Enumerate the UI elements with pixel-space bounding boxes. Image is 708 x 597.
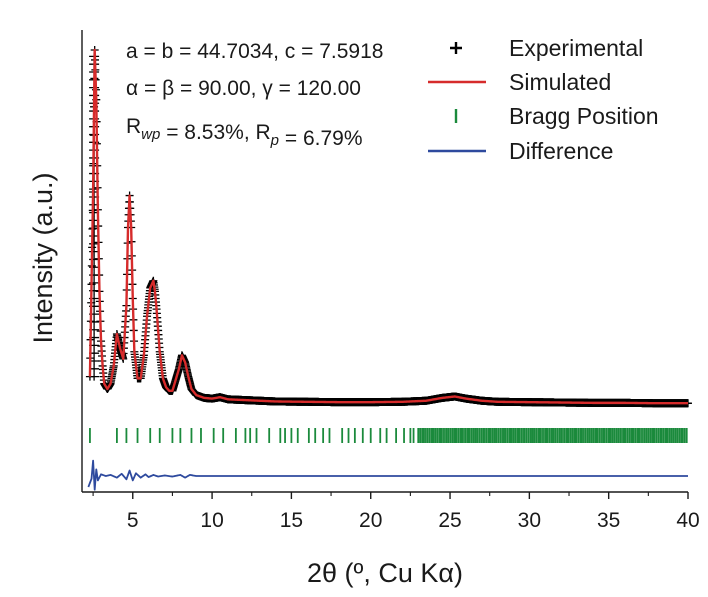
r-factor-line: Rwp = 8.53%, Rp = 6.79%: [126, 115, 363, 150]
x-axis-ticks: 5 10 15 20 25 30 35 40: [92, 492, 700, 532]
lattice-parameters-line: a = b = 44.7034, c = 7.5918: [126, 40, 383, 63]
legend-label: Experimental: [509, 35, 643, 61]
x-tick-label: 20: [359, 509, 382, 532]
refinement-parameters: a = b = 44.7034, c = 7.5918 α = β = 90.0…: [126, 40, 383, 150]
x-tick-label: 40: [676, 509, 699, 532]
experimental-series: [85, 46, 692, 408]
legend-label: Difference: [509, 138, 613, 164]
x-tick-label: 35: [597, 509, 620, 532]
angle-parameters-line: α = β = 90.00, γ = 120.00: [126, 77, 361, 100]
y-axis-title: Intensity (a.u.): [28, 172, 58, 343]
bragg-position-markers: [89, 428, 688, 443]
x-tick-label: 5: [127, 509, 139, 532]
legend-entry: Difference: [428, 138, 613, 164]
legend-entry: Bragg Position: [454, 103, 659, 129]
experimental-point: [89, 247, 100, 256]
legend-label: Bragg Position: [509, 103, 659, 129]
x-tick-label: 15: [280, 509, 303, 532]
legend-entry: Simulated: [428, 69, 611, 95]
x-axis-title: 2θ (º, Cu Kα): [307, 558, 463, 588]
legend-entry: Experimental: [450, 35, 643, 61]
x-tick-label: 10: [200, 509, 223, 532]
x-tick-label: 30: [518, 509, 541, 532]
difference-series-line: [87, 459, 689, 491]
legend: Experimental Simulated Bragg Position Diffe…: [428, 35, 659, 164]
legend-plus-marker: [450, 42, 462, 54]
simulated-series-line: [88, 48, 689, 405]
legend-label: Simulated: [509, 69, 611, 95]
plot-frame: [81, 30, 688, 493]
x-tick-label: 25: [438, 509, 461, 532]
